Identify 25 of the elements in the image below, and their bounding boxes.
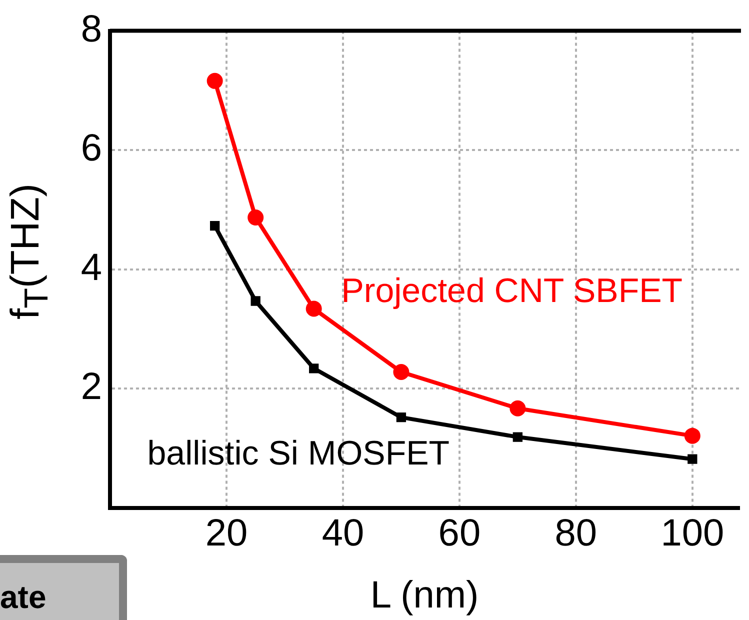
series-label: Projected CNT SBFET: [341, 272, 683, 310]
point: [248, 210, 264, 226]
x-tick-label: 60: [438, 512, 481, 554]
point: [306, 300, 322, 317]
point: [512, 432, 523, 442]
x-tick-label: 100: [660, 512, 724, 554]
x-tick-label: 40: [322, 512, 364, 554]
point: [250, 296, 260, 306]
x-tick-label: 20: [205, 512, 248, 554]
y-tick-label: 2: [80, 366, 102, 408]
series-label: ballistic Si MOSFET: [147, 434, 450, 472]
x-axis-title: L (nm): [370, 574, 479, 617]
x-tick-label: 80: [554, 512, 598, 554]
y-tick-label: 6: [80, 128, 102, 170]
point: [684, 428, 700, 444]
y-tick-label: 4: [80, 246, 102, 289]
point: [210, 221, 220, 231]
point: [393, 364, 410, 380]
point: [309, 364, 319, 374]
point: [510, 400, 526, 416]
button: ate: [0, 555, 127, 620]
y-tick-label: 8: [80, 8, 102, 50]
point: [206, 72, 223, 89]
point: [688, 454, 698, 464]
point: [396, 412, 406, 422]
